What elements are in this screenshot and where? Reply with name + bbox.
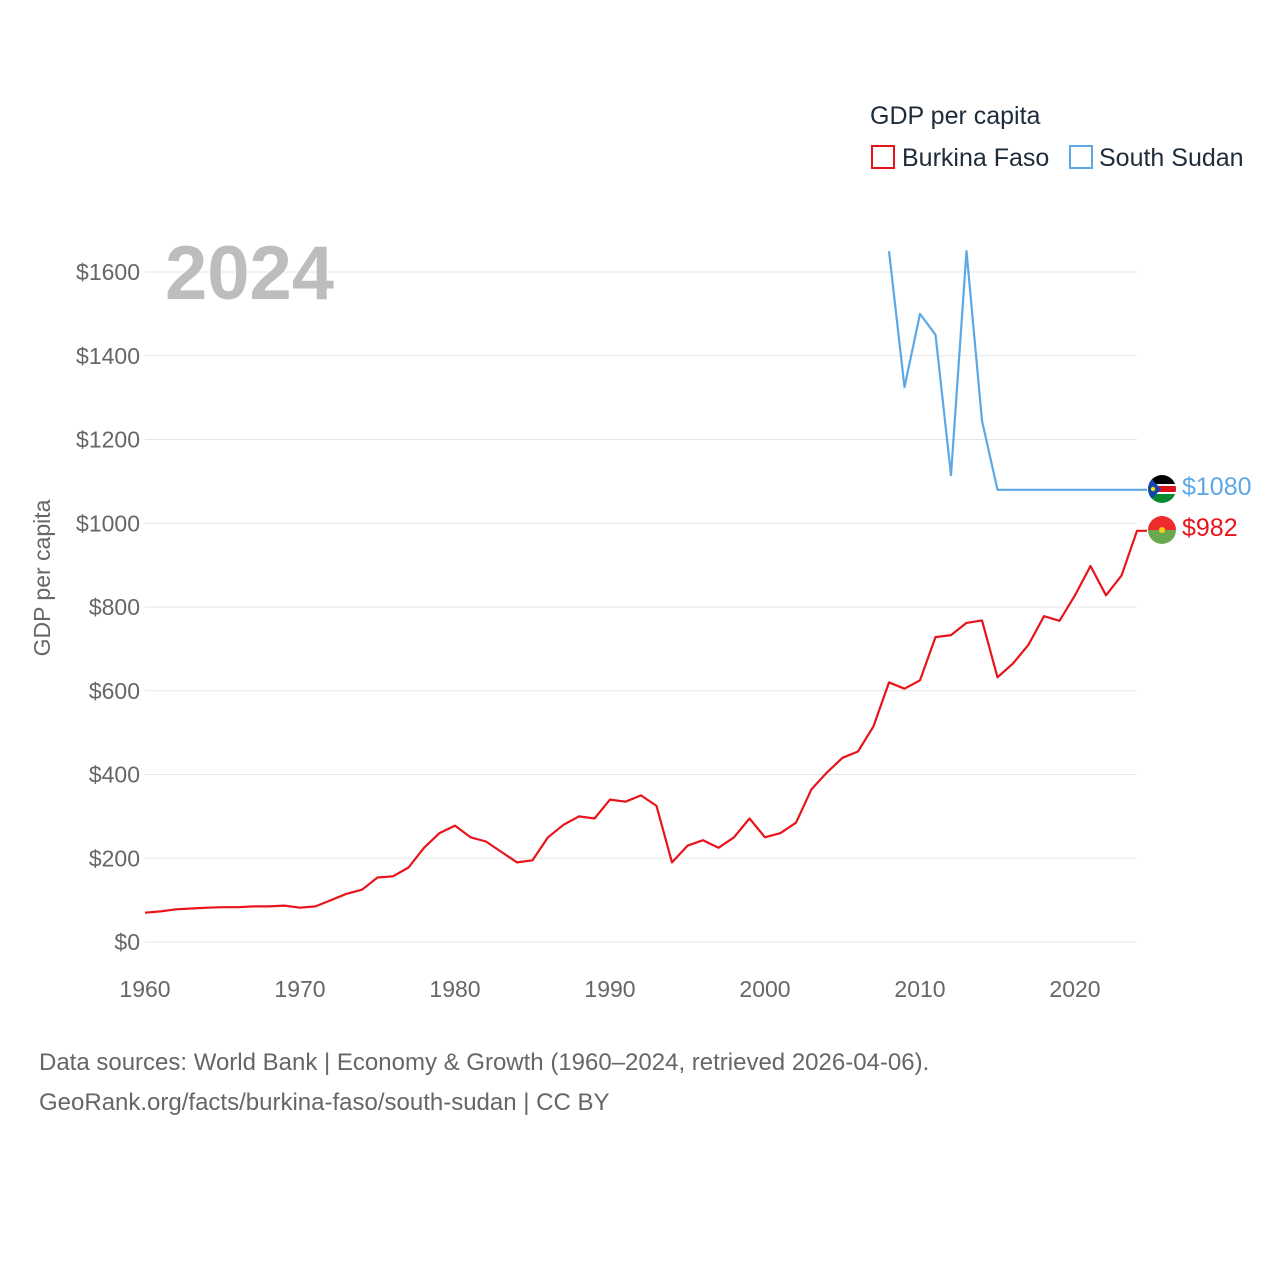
source-line-url[interactable]: GeoRank.org/facts/burkina-faso/south-sud… [39, 1089, 610, 1116]
grid-lines [145, 271, 1137, 943]
y-tick-label: $1400 [76, 343, 140, 369]
gdp-line-chart: GDP per capita Burkina Faso South Sudan … [29, 102, 1252, 1002]
source-line-data: Data sources: World Bank | Economy & Gro… [39, 1049, 930, 1076]
series-line-south-sudan [887, 250, 1147, 491]
legend-item-burkina-faso[interactable]: Burkina Faso [871, 144, 1049, 172]
legend-swatch-burkina-faso [871, 145, 895, 169]
y-tick-label: $1600 [76, 259, 140, 285]
x-tick-label: 2010 [894, 976, 945, 1002]
x-axis-ticks: 1960 1970 1980 1990 2000 2010 2020 [119, 976, 1100, 1002]
x-tick-label: 1980 [429, 976, 480, 1002]
legend-label-burkina-faso: Burkina Faso [902, 144, 1049, 172]
series-lines [144, 250, 1147, 914]
y-axis-ticks: $0 $200 $400 $600 $800 $1000 $1200 $1400 $1600 [76, 259, 140, 955]
x-tick-label: 1990 [584, 976, 635, 1002]
x-tick-label: 1960 [119, 976, 170, 1002]
y-axis-label: GDP per capita [29, 499, 55, 656]
y-tick-label: $800 [89, 594, 140, 620]
burkina-faso-flag-icon [1148, 516, 1176, 544]
y-tick-label: $1000 [76, 510, 140, 536]
year-overlay: 2024 [165, 231, 334, 316]
end-label-south-sudan: $1080 [1182, 473, 1252, 501]
y-tick-label: $0 [114, 929, 140, 955]
x-tick-label: 2020 [1049, 976, 1100, 1002]
end-label-burkina-faso: $982 [1182, 514, 1238, 542]
source-note: Data sources: World Bank | Economy & Gro… [39, 1043, 929, 1123]
legend-label-south-sudan: South Sudan [1099, 144, 1244, 172]
x-tick-label: 1970 [274, 976, 325, 1002]
series-line-burkina-faso [144, 529, 1147, 914]
x-tick-label: 2000 [739, 976, 790, 1002]
legend-item-south-sudan[interactable]: South Sudan [1069, 144, 1244, 172]
y-tick-label: $1200 [76, 427, 140, 453]
y-tick-label: $400 [89, 762, 140, 788]
south-sudan-flag-icon [1148, 475, 1176, 503]
legend-swatch-south-sudan [1069, 145, 1093, 169]
y-tick-label: $600 [89, 678, 140, 704]
y-tick-label: $200 [89, 845, 140, 871]
legend-title: GDP per capita [870, 102, 1041, 130]
